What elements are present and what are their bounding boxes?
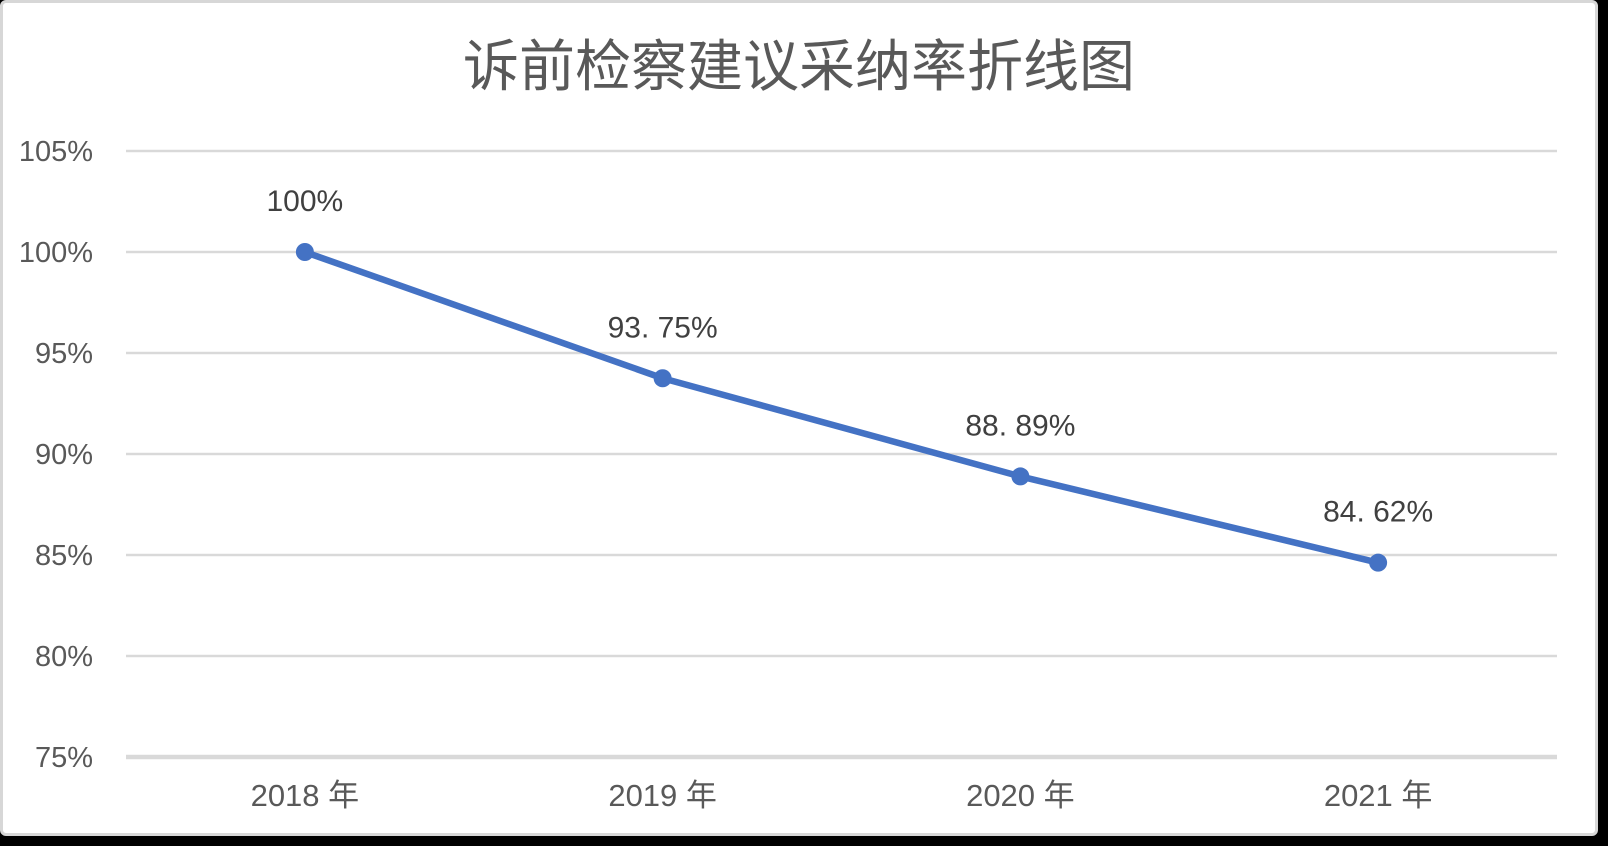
- data-point-marker: [295, 243, 314, 261]
- data-point-marker: [653, 369, 672, 388]
- chart-title: 诉前检察建议采纳率折线图: [463, 35, 1135, 98]
- y-tick-label: 90%: [35, 439, 93, 471]
- y-tick-label: 75%: [35, 742, 93, 774]
- data-point-label: 100%: [267, 185, 344, 218]
- data-point-marker: [1369, 553, 1388, 572]
- data-point-label: 93. 75%: [608, 311, 718, 344]
- y-tick-label: 80%: [35, 641, 93, 673]
- data-series-line: [301, 248, 1382, 566]
- y-tick-label: 95%: [35, 338, 93, 370]
- x-tick-label: 2021 年: [1324, 778, 1433, 813]
- data-point-label: 88. 89%: [965, 409, 1075, 442]
- data-point-marker: [1011, 467, 1030, 486]
- y-tick-label: 85%: [35, 540, 93, 572]
- data-point-label: 84. 62%: [1323, 496, 1433, 529]
- y-tick-label: 100%: [19, 237, 93, 269]
- x-tick-label: 2020 年: [966, 778, 1075, 813]
- x-tick-label: 2019 年: [608, 778, 717, 813]
- y-tick-label: 105%: [19, 136, 93, 168]
- x-tick-label: 2018 年: [251, 778, 360, 813]
